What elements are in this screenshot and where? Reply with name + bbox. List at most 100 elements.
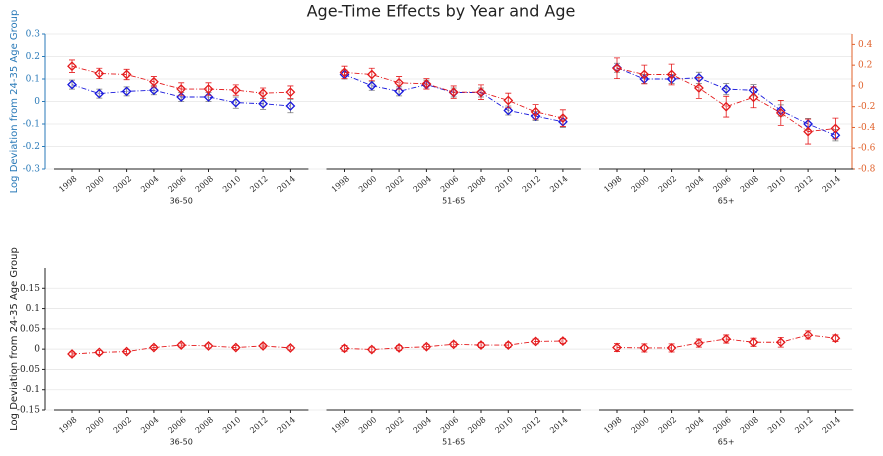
x-tick-label: 2012 bbox=[248, 415, 269, 435]
x-tick-label: 2004 bbox=[684, 174, 705, 194]
point bbox=[67, 79, 77, 90]
y-tick-label: -0.1 bbox=[23, 120, 40, 130]
y2-tick-label: -0.6 bbox=[858, 144, 876, 154]
x-tick-label: 2002 bbox=[384, 415, 405, 435]
x-tick-label: 2006 bbox=[166, 415, 187, 435]
y-tick-label: 0.2 bbox=[26, 52, 40, 62]
point bbox=[366, 69, 377, 80]
point bbox=[775, 108, 786, 118]
y-tick-label: 0.15 bbox=[20, 284, 40, 294]
x-tick-label: 2010 bbox=[766, 415, 787, 435]
y2-tick-label: 0.2 bbox=[858, 61, 872, 71]
point bbox=[285, 101, 296, 111]
error-bar bbox=[750, 86, 757, 109]
x-tick-label: 2012 bbox=[793, 415, 814, 435]
error-bar bbox=[750, 337, 757, 347]
point bbox=[121, 86, 132, 97]
group-label: 51-65 bbox=[442, 197, 465, 206]
y-tick-label: -0.15 bbox=[17, 406, 40, 416]
point bbox=[176, 340, 187, 351]
x-tick-label: 2004 bbox=[139, 174, 160, 194]
point bbox=[803, 330, 814, 340]
y-tick-label: -0.3 bbox=[23, 165, 41, 175]
point bbox=[339, 67, 350, 78]
point bbox=[557, 336, 568, 346]
x-tick-label: 2000 bbox=[629, 415, 650, 435]
error-bar bbox=[641, 64, 648, 85]
point bbox=[530, 111, 541, 122]
x-tick-label: 2002 bbox=[384, 174, 405, 194]
point bbox=[721, 84, 732, 95]
error-bar bbox=[805, 330, 812, 340]
series-line bbox=[616, 334, 836, 349]
point bbox=[530, 106, 541, 117]
series-line bbox=[616, 67, 836, 133]
series-line bbox=[344, 340, 563, 350]
point bbox=[693, 338, 704, 348]
point bbox=[258, 340, 269, 351]
point bbox=[285, 87, 296, 98]
error-bar bbox=[559, 109, 566, 127]
x-tick-label: 2010 bbox=[766, 174, 787, 194]
point bbox=[612, 63, 622, 74]
error-bar bbox=[832, 117, 839, 140]
point bbox=[639, 69, 650, 80]
x-tick-label: 2000 bbox=[84, 415, 105, 435]
point bbox=[639, 343, 650, 353]
point bbox=[94, 68, 105, 79]
y-tick-label: -0.05 bbox=[17, 365, 40, 375]
point bbox=[148, 85, 159, 96]
x-tick-label: 2000 bbox=[357, 174, 378, 194]
y-axis-label: Log Deviation from 24-35 Age Group bbox=[9, 247, 20, 431]
x-tick-label: 2004 bbox=[139, 415, 160, 435]
point bbox=[421, 341, 432, 352]
point bbox=[830, 333, 841, 344]
x-tick-label: 2012 bbox=[793, 174, 814, 194]
x-tick-label: 1998 bbox=[330, 174, 351, 194]
point bbox=[203, 340, 214, 351]
x-tick-label: 2014 bbox=[821, 415, 842, 435]
x-tick-label: 1998 bbox=[602, 415, 623, 435]
x-tick-label: 2014 bbox=[548, 174, 569, 194]
x-tick-label: 2008 bbox=[739, 174, 760, 194]
point bbox=[394, 86, 405, 97]
x-tick-label: 2006 bbox=[711, 415, 732, 435]
error-bar bbox=[505, 92, 512, 109]
x-tick-label: 2000 bbox=[357, 415, 378, 435]
x-tick-label: 2006 bbox=[166, 174, 187, 194]
point bbox=[94, 347, 105, 358]
x-tick-label: 2008 bbox=[739, 415, 760, 435]
point bbox=[803, 126, 814, 137]
point bbox=[230, 85, 241, 95]
point bbox=[258, 88, 269, 99]
point bbox=[748, 92, 759, 103]
x-tick-label: 2014 bbox=[548, 415, 569, 435]
point bbox=[339, 343, 350, 354]
x-tick-label: 2014 bbox=[821, 174, 842, 194]
point bbox=[121, 69, 132, 80]
x-tick-label: 2008 bbox=[466, 415, 487, 435]
group-label: 36-50 bbox=[170, 197, 193, 206]
point bbox=[530, 336, 541, 347]
error-bar bbox=[695, 77, 702, 99]
group-label: 51-65 bbox=[442, 438, 465, 447]
error-bar bbox=[614, 57, 620, 80]
error-bar bbox=[805, 118, 812, 145]
point bbox=[94, 88, 105, 99]
x-tick-label: 2000 bbox=[629, 174, 650, 194]
x-tick-label: 1998 bbox=[602, 174, 623, 194]
error-bar bbox=[723, 95, 730, 118]
point bbox=[721, 101, 732, 112]
point bbox=[394, 343, 405, 353]
point bbox=[148, 76, 159, 87]
point bbox=[230, 342, 241, 353]
x-tick-label: 2002 bbox=[112, 174, 133, 194]
error-bar bbox=[668, 63, 675, 86]
x-tick-label: 2002 bbox=[657, 174, 678, 194]
point bbox=[775, 337, 786, 348]
x-tick-label: 2004 bbox=[412, 174, 433, 194]
x-tick-label: 1998 bbox=[57, 415, 78, 435]
error-bar bbox=[641, 343, 648, 353]
x-tick-label: 2010 bbox=[493, 415, 514, 435]
